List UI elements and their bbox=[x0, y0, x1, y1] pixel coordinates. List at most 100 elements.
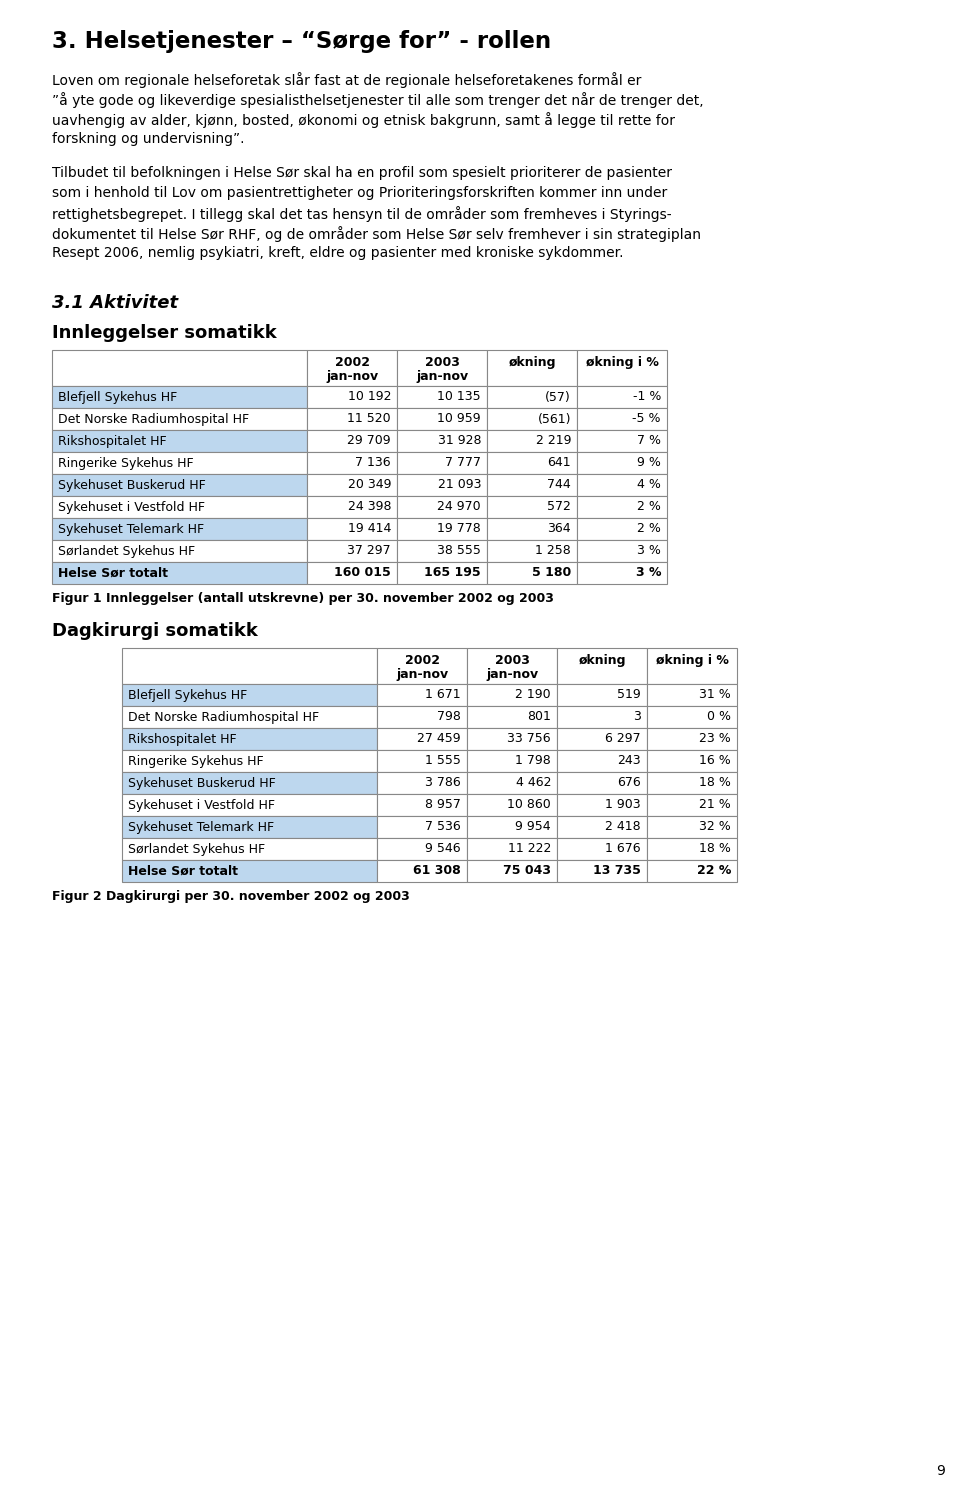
Bar bbox=[122, 706, 377, 728]
Bar bbox=[577, 496, 667, 518]
Text: 75 043: 75 043 bbox=[503, 865, 551, 877]
Bar bbox=[122, 772, 377, 795]
Bar bbox=[122, 861, 377, 882]
Text: økning i %: økning i % bbox=[656, 653, 729, 667]
Text: 3 %: 3 % bbox=[636, 566, 661, 580]
Text: 16 %: 16 % bbox=[699, 754, 731, 768]
Bar bbox=[307, 350, 397, 386]
Bar bbox=[467, 683, 557, 706]
Bar bbox=[647, 838, 737, 861]
Text: 31 928: 31 928 bbox=[438, 434, 481, 448]
Text: rettighetsbegrepet. I tillegg skal det tas hensyn til de områder som fremheves i: rettighetsbegrepet. I tillegg skal det t… bbox=[52, 206, 672, 222]
Text: som i henhold til Lov om pasientrettigheter og Prioriteringsforskriften kommer i: som i henhold til Lov om pasientrettighe… bbox=[52, 186, 667, 200]
Bar bbox=[307, 541, 397, 562]
Text: økning i %: økning i % bbox=[586, 356, 659, 369]
Bar bbox=[557, 795, 647, 816]
Text: 3: 3 bbox=[634, 710, 641, 724]
Bar bbox=[647, 772, 737, 795]
Text: 11 520: 11 520 bbox=[348, 413, 391, 425]
Text: 801: 801 bbox=[527, 710, 551, 724]
Bar bbox=[377, 706, 467, 728]
Text: 519: 519 bbox=[617, 688, 641, 701]
Bar bbox=[52, 541, 307, 562]
Text: 1 798: 1 798 bbox=[516, 754, 551, 768]
Text: Det Norske Radiumhospital HF: Det Norske Radiumhospital HF bbox=[128, 710, 319, 724]
Text: 7 536: 7 536 bbox=[425, 820, 461, 834]
Bar bbox=[307, 562, 397, 584]
Bar bbox=[487, 475, 577, 496]
Bar bbox=[487, 409, 577, 430]
Text: 5 180: 5 180 bbox=[532, 566, 571, 580]
Bar bbox=[122, 749, 377, 772]
Bar bbox=[647, 728, 737, 749]
Text: Sørlandet Sykehus HF: Sørlandet Sykehus HF bbox=[58, 545, 195, 557]
Bar bbox=[577, 541, 667, 562]
Bar bbox=[397, 518, 487, 541]
Text: 243: 243 bbox=[617, 754, 641, 768]
Text: 7 136: 7 136 bbox=[355, 457, 391, 470]
Bar bbox=[377, 647, 467, 683]
Text: 6 297: 6 297 bbox=[606, 733, 641, 745]
Bar bbox=[52, 518, 307, 541]
Text: 31 %: 31 % bbox=[699, 688, 731, 701]
Text: 61 308: 61 308 bbox=[413, 865, 461, 877]
Text: forskning og undervisning”.: forskning og undervisning”. bbox=[52, 132, 245, 146]
Bar bbox=[377, 683, 467, 706]
Text: jan-nov: jan-nov bbox=[326, 369, 378, 383]
Bar bbox=[397, 452, 487, 475]
Text: Helse Sør totalt: Helse Sør totalt bbox=[58, 566, 168, 580]
Text: Sykehuset Telemark HF: Sykehuset Telemark HF bbox=[58, 523, 204, 536]
Text: 9 %: 9 % bbox=[637, 457, 661, 470]
Text: Helse Sør totalt: Helse Sør totalt bbox=[128, 865, 238, 877]
Bar bbox=[647, 706, 737, 728]
Text: uavhengig av alder, kjønn, bosted, økonomi og etnisk bakgrunn, samt å legge til : uavhengig av alder, kjønn, bosted, økono… bbox=[52, 113, 675, 128]
Bar bbox=[122, 647, 377, 683]
Bar bbox=[557, 749, 647, 772]
Text: 13 735: 13 735 bbox=[593, 865, 641, 877]
Bar bbox=[487, 562, 577, 584]
Text: 9 954: 9 954 bbox=[516, 820, 551, 834]
Bar bbox=[487, 496, 577, 518]
Bar bbox=[647, 683, 737, 706]
Text: -1 %: -1 % bbox=[633, 391, 661, 404]
Bar bbox=[577, 386, 667, 409]
Text: 7 %: 7 % bbox=[637, 434, 661, 448]
Bar bbox=[307, 518, 397, 541]
Bar bbox=[122, 683, 377, 706]
Text: Det Norske Radiumhospital HF: Det Norske Radiumhospital HF bbox=[58, 413, 250, 425]
Bar bbox=[377, 838, 467, 861]
Bar bbox=[487, 386, 577, 409]
Bar bbox=[487, 541, 577, 562]
Bar bbox=[467, 795, 557, 816]
Bar bbox=[307, 386, 397, 409]
Bar bbox=[397, 562, 487, 584]
Bar bbox=[377, 816, 467, 838]
Text: 37 297: 37 297 bbox=[348, 545, 391, 557]
Bar bbox=[577, 562, 667, 584]
Text: 7 777: 7 777 bbox=[445, 457, 481, 470]
Text: 165 195: 165 195 bbox=[424, 566, 481, 580]
Bar bbox=[577, 518, 667, 541]
Bar bbox=[397, 541, 487, 562]
Text: 3 786: 3 786 bbox=[425, 777, 461, 790]
Text: (57): (57) bbox=[545, 391, 571, 404]
Text: 798: 798 bbox=[437, 710, 461, 724]
Text: dokumentet til Helse Sør RHF, og de områder som Helse Sør selv fremhever i sin s: dokumentet til Helse Sør RHF, og de områ… bbox=[52, 225, 701, 242]
Bar bbox=[577, 430, 667, 452]
Bar bbox=[557, 861, 647, 882]
Text: 27 459: 27 459 bbox=[418, 733, 461, 745]
Text: Blefjell Sykehus HF: Blefjell Sykehus HF bbox=[128, 688, 248, 701]
Bar bbox=[647, 749, 737, 772]
Bar bbox=[467, 772, 557, 795]
Bar bbox=[647, 795, 737, 816]
Bar bbox=[122, 795, 377, 816]
Bar bbox=[377, 749, 467, 772]
Text: 2 %: 2 % bbox=[637, 523, 661, 536]
Text: 21 093: 21 093 bbox=[438, 479, 481, 491]
Bar bbox=[52, 562, 307, 584]
Text: ”å yte gode og likeverdige spesialisthelsetjenester til alle som trenger det når: ”å yte gode og likeverdige spesialisthel… bbox=[52, 92, 704, 108]
Text: 18 %: 18 % bbox=[699, 777, 731, 790]
Text: 18 %: 18 % bbox=[699, 843, 731, 856]
Bar bbox=[467, 728, 557, 749]
Text: 2 %: 2 % bbox=[637, 500, 661, 514]
